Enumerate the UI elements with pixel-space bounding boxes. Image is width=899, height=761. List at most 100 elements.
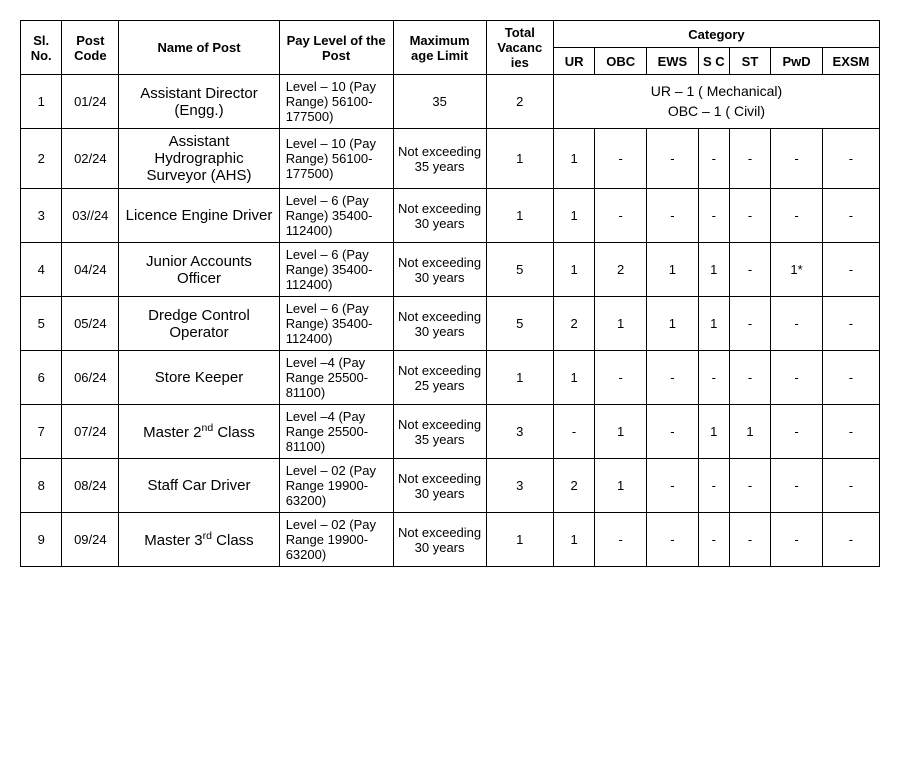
cell-ews: -	[647, 129, 699, 189]
cell-ur: 1	[553, 243, 594, 297]
header-exsm: EXSM	[822, 48, 879, 75]
cell-post-code: 03//24	[62, 189, 119, 243]
cell-pwd: -	[771, 405, 823, 459]
cell-total-vacancies: 1	[486, 129, 553, 189]
cell-post-name: Master 3rd Class	[119, 513, 279, 567]
cell-sl-no: 9	[21, 513, 62, 567]
category-line-2: OBC – 1 ( Civil)	[558, 102, 875, 122]
table-row: 606/24Store KeeperLevel –4 (Pay Range 25…	[21, 351, 880, 405]
cell-post-code: 06/24	[62, 351, 119, 405]
cell-sc: -	[698, 129, 729, 189]
cell-sc: 1	[698, 405, 729, 459]
cell-sl-no: 6	[21, 351, 62, 405]
cell-post-code: 01/24	[62, 75, 119, 129]
cell-exsm: -	[822, 513, 879, 567]
header-name-of-post: Name of Post	[119, 21, 279, 75]
cell-post-code: 08/24	[62, 459, 119, 513]
cell-sc: -	[698, 459, 729, 513]
cell-exsm: -	[822, 297, 879, 351]
cell-category-merged: UR – 1 ( Mechanical)OBC – 1 ( Civil)	[553, 75, 879, 129]
cell-total-vacancies: 2	[486, 75, 553, 129]
cell-total-vacancies: 1	[486, 189, 553, 243]
cell-sl-no: 3	[21, 189, 62, 243]
header-max-age: Maximum age Limit	[393, 21, 486, 75]
category-line-1: UR – 1 ( Mechanical)	[558, 82, 875, 102]
cell-obc: -	[595, 513, 647, 567]
cell-post-code: 09/24	[62, 513, 119, 567]
cell-pwd: -	[771, 297, 823, 351]
cell-total-vacancies: 3	[486, 459, 553, 513]
table-row: 707/24Master 2nd ClassLevel –4 (Pay Rang…	[21, 405, 880, 459]
table-row: 202/24Assistant Hydrographic Surveyor (A…	[21, 129, 880, 189]
cell-ews: -	[647, 351, 699, 405]
cell-max-age: Not exceeding 25 years	[393, 351, 486, 405]
cell-pwd: -	[771, 351, 823, 405]
cell-st: -	[729, 243, 770, 297]
table-row: 808/24Staff Car DriverLevel – 02 (Pay Ra…	[21, 459, 880, 513]
cell-obc: 1	[595, 405, 647, 459]
table-row: 404/24Junior Accounts OfficerLevel – 6 (…	[21, 243, 880, 297]
header-pwd: PwD	[771, 48, 823, 75]
header-sc: S C	[698, 48, 729, 75]
cell-ews: -	[647, 459, 699, 513]
cell-st: -	[729, 129, 770, 189]
cell-sl-no: 4	[21, 243, 62, 297]
cell-pwd: -	[771, 513, 823, 567]
cell-pay-level: Level – 6 (Pay Range) 35400-112400)	[279, 243, 393, 297]
cell-post-code: 05/24	[62, 297, 119, 351]
cell-ews: -	[647, 189, 699, 243]
header-st: ST	[729, 48, 770, 75]
cell-ews: 1	[647, 243, 699, 297]
cell-sl-no: 7	[21, 405, 62, 459]
cell-post-code: 04/24	[62, 243, 119, 297]
header-sl-no: Sl. No.	[21, 21, 62, 75]
cell-st: -	[729, 459, 770, 513]
cell-ur: 2	[553, 459, 594, 513]
cell-pay-level: Level – 10 (Pay Range) 56100-177500)	[279, 129, 393, 189]
cell-ews: -	[647, 513, 699, 567]
cell-max-age: Not exceeding 35 years	[393, 405, 486, 459]
cell-obc: 1	[595, 297, 647, 351]
cell-sc: 1	[698, 243, 729, 297]
cell-post-code: 02/24	[62, 129, 119, 189]
cell-total-vacancies: 5	[486, 243, 553, 297]
cell-obc: 2	[595, 243, 647, 297]
cell-ews: 1	[647, 297, 699, 351]
cell-pwd: 1*	[771, 243, 823, 297]
cell-ur: -	[553, 405, 594, 459]
cell-sc: 1	[698, 297, 729, 351]
cell-post-name: Master 2nd Class	[119, 405, 279, 459]
header-category: Category	[553, 21, 879, 48]
cell-pay-level: Level – 02 (Pay Range 19900-63200)	[279, 513, 393, 567]
cell-sl-no: 5	[21, 297, 62, 351]
cell-ur: 1	[553, 189, 594, 243]
cell-ur: 1	[553, 129, 594, 189]
cell-obc: -	[595, 189, 647, 243]
table-row: 909/24Master 3rd ClassLevel – 02 (Pay Ra…	[21, 513, 880, 567]
cell-total-vacancies: 1	[486, 513, 553, 567]
cell-exsm: -	[822, 405, 879, 459]
cell-post-code: 07/24	[62, 405, 119, 459]
header-total-vacancies: Total Vacanc ies	[486, 21, 553, 75]
table-row: 505/24Dredge Control OperatorLevel – 6 (…	[21, 297, 880, 351]
header-pay-level: Pay Level of the Post	[279, 21, 393, 75]
cell-max-age: Not exceeding 35 years	[393, 129, 486, 189]
cell-total-vacancies: 5	[486, 297, 553, 351]
cell-exsm: -	[822, 129, 879, 189]
cell-sc: -	[698, 351, 729, 405]
cell-post-name: Licence Engine Driver	[119, 189, 279, 243]
cell-total-vacancies: 3	[486, 405, 553, 459]
cell-pay-level: Level – 02 (Pay Range 19900-63200)	[279, 459, 393, 513]
cell-exsm: -	[822, 459, 879, 513]
header-post-code: Post Code	[62, 21, 119, 75]
cell-exsm: -	[822, 243, 879, 297]
cell-post-name: Dredge Control Operator	[119, 297, 279, 351]
cell-st: -	[729, 513, 770, 567]
cell-pay-level: Level – 6 (Pay Range) 35400-112400)	[279, 297, 393, 351]
cell-pay-level: Level –4 (Pay Range 25500-81100)	[279, 351, 393, 405]
cell-max-age: Not exceeding 30 years	[393, 513, 486, 567]
cell-ews: -	[647, 405, 699, 459]
cell-pay-level: Level –4 (Pay Range 25500-81100)	[279, 405, 393, 459]
table-row: 303//24Licence Engine DriverLevel – 6 (P…	[21, 189, 880, 243]
cell-pwd: -	[771, 459, 823, 513]
